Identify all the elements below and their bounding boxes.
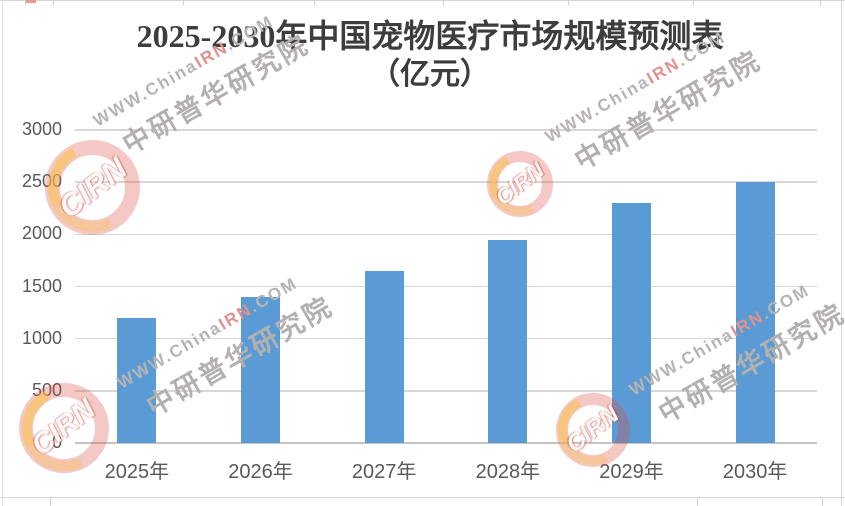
bar-2028年 <box>488 239 528 443</box>
chart-title: 2025-2030年中国宠物医疗市场规模预测表 （亿元） <box>60 16 800 94</box>
x-axis-tick-label: 2030年 <box>722 461 788 483</box>
y-axis-tick-label: 1000 <box>21 327 62 348</box>
y-axis-tick-label: 2500 <box>21 171 62 192</box>
gridline <box>75 285 817 288</box>
cell-border-tick <box>820 0 821 5</box>
cell-border-tick <box>314 0 315 5</box>
chart-title-line1: 2025-2030年中国宠物医疗市场规模预测表 <box>136 18 724 54</box>
cell-border-tick <box>53 0 54 5</box>
gridline <box>75 233 817 236</box>
gridline <box>75 390 817 392</box>
bar-2029年 <box>612 203 651 443</box>
x-axis-tick-label: 2028年 <box>475 461 541 483</box>
x-axis-tick-label: 2026年 <box>228 461 293 483</box>
watermark-fragment <box>26 0 36 3</box>
cell-border-tick <box>443 0 444 5</box>
bar-2027年 <box>364 270 404 443</box>
x-axis-line <box>75 442 817 444</box>
x-axis-tick-label: 2029年 <box>599 461 664 483</box>
top-cell-border <box>0 0 845 1</box>
bottom-cell-border <box>0 497 845 498</box>
right-cell-border <box>841 0 842 506</box>
gridline <box>75 129 817 131</box>
x-axis-tick-label: 2025年 <box>104 461 170 483</box>
y-axis-tick-label: 2000 <box>21 223 62 244</box>
gridline <box>75 181 817 183</box>
cell-border-tick <box>568 0 569 5</box>
bar-2030年 <box>735 182 775 443</box>
x-axis-tick-label: 2027年 <box>351 461 417 483</box>
cell-border-tick <box>183 0 184 5</box>
cell-border-tick <box>697 497 698 506</box>
cell-border-tick <box>822 497 823 506</box>
y-axis-tick-label: 500 <box>31 379 62 400</box>
cell-border-tick <box>50 497 51 506</box>
cell-border-tick <box>25 0 26 5</box>
y-axis-tick-label: 0 <box>51 432 62 452</box>
y-axis-tick-label: 3000 <box>21 119 62 139</box>
gridline <box>75 337 817 340</box>
left-cell-border <box>2 0 3 506</box>
y-axis-tick-label: 1500 <box>21 275 62 296</box>
cell-border-tick <box>693 0 694 5</box>
bar-2025年 <box>117 317 157 443</box>
chart-title-line2: （亿元） <box>370 58 490 91</box>
bar-2026年 <box>241 296 280 443</box>
